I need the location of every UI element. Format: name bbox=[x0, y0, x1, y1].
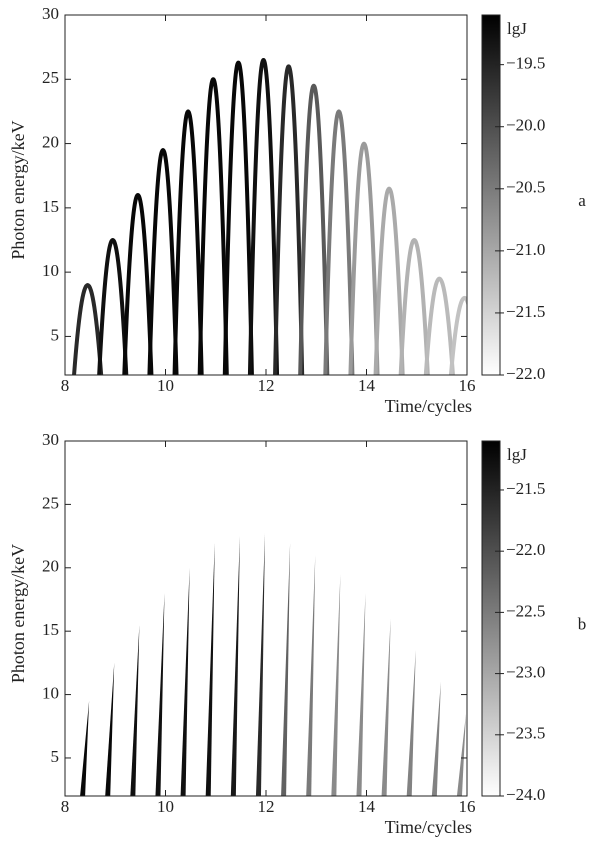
arch bbox=[222, 60, 254, 375]
colorbar-tick-label: −24.0 bbox=[506, 785, 545, 804]
y-tick-label: 15 bbox=[42, 620, 59, 639]
colorbar-tick-label: −23.5 bbox=[506, 724, 545, 743]
streak bbox=[406, 650, 416, 796]
x-tick-label: 10 bbox=[157, 797, 174, 816]
arch bbox=[197, 77, 229, 375]
y-tick-label: 30 bbox=[42, 4, 59, 23]
streak bbox=[80, 700, 90, 796]
colorbar bbox=[481, 14, 501, 376]
y-axis-label: Photon energy/keV bbox=[8, 544, 28, 683]
x-tick-label: 8 bbox=[61, 797, 70, 816]
y-tick-label: 25 bbox=[42, 68, 59, 87]
panel-label: b bbox=[578, 614, 587, 633]
arch bbox=[348, 141, 380, 375]
colorbar-tick-label: −22.0 bbox=[506, 540, 545, 559]
arch bbox=[172, 109, 204, 375]
y-tick-label: 20 bbox=[42, 132, 59, 151]
y-tick-label: 10 bbox=[42, 261, 59, 280]
streak bbox=[255, 533, 265, 796]
colorbar-tick-label: −20.5 bbox=[506, 178, 545, 197]
arch bbox=[122, 193, 154, 375]
x-tick-label: 14 bbox=[358, 797, 376, 816]
marks bbox=[72, 58, 467, 375]
streak bbox=[356, 593, 366, 796]
x-tick-label: 12 bbox=[258, 376, 275, 395]
colorbar-tick-label: −21.5 bbox=[506, 302, 545, 321]
colorbar-tick-label: −20.0 bbox=[506, 116, 545, 135]
x-tick-label: 14 bbox=[358, 376, 376, 395]
colorbar-tick-label: −21.5 bbox=[506, 479, 545, 498]
y-tick-label: 25 bbox=[42, 493, 59, 512]
axes-frame bbox=[64, 440, 468, 797]
streak bbox=[456, 713, 466, 796]
arch bbox=[72, 283, 104, 375]
x-tick-label: 16 bbox=[459, 797, 476, 816]
streak bbox=[155, 593, 165, 796]
y-tick-label: 5 bbox=[51, 325, 60, 344]
colorbar-tick-label: −22.5 bbox=[506, 601, 545, 620]
colorbar bbox=[481, 440, 501, 797]
x-tick-label: 12 bbox=[258, 797, 275, 816]
x-axis-label: Time/cycles bbox=[385, 817, 472, 837]
streak bbox=[180, 567, 190, 796]
streak bbox=[281, 542, 291, 796]
arch bbox=[423, 276, 455, 375]
streak bbox=[331, 574, 341, 796]
y-tick-label: 30 bbox=[42, 430, 59, 449]
streak bbox=[205, 542, 215, 796]
arch bbox=[273, 64, 305, 375]
colorbar-tick-label: −22.0 bbox=[506, 364, 545, 383]
x-axis-label: Time/cycles bbox=[385, 396, 472, 416]
colorbar-label: lgJ bbox=[507, 445, 527, 464]
colorbar-tick-label: −21.0 bbox=[506, 240, 545, 259]
arch bbox=[398, 238, 430, 375]
arch bbox=[147, 148, 179, 375]
streak bbox=[105, 662, 115, 796]
arch bbox=[247, 58, 280, 375]
arch bbox=[298, 83, 330, 375]
arch bbox=[373, 186, 405, 375]
marks bbox=[80, 533, 466, 796]
streak bbox=[431, 681, 441, 796]
plot-area: 8 10 12 14 16 5 10 15 20 25 30 Time/cycles Photon en… bbox=[8, 430, 586, 837]
colorbar-tick-label: −19.5 bbox=[506, 54, 545, 73]
y-tick-label: 5 bbox=[51, 747, 60, 766]
y-tick-label: 10 bbox=[42, 683, 59, 702]
y-tick-label: 20 bbox=[42, 557, 59, 576]
plot-area: 8 10 12 14 16 5 10 15 20 25 30 Time/cycles Photon en… bbox=[8, 4, 586, 416]
colorbar-label: lgJ bbox=[507, 19, 527, 38]
arch bbox=[97, 238, 129, 375]
arch bbox=[323, 109, 355, 375]
x-tick-label: 16 bbox=[459, 376, 476, 395]
streak bbox=[381, 618, 391, 796]
x-tick-label: 10 bbox=[157, 376, 174, 395]
streak bbox=[306, 555, 316, 796]
y-tick-label: 15 bbox=[42, 197, 59, 216]
streak bbox=[130, 624, 140, 796]
panel-label: a bbox=[578, 191, 586, 210]
arch bbox=[448, 296, 467, 375]
colorbar-tick-label: −23.0 bbox=[506, 662, 545, 681]
y-axis-label: Photon energy/keV bbox=[8, 120, 28, 259]
x-tick-label: 8 bbox=[61, 376, 70, 395]
streak bbox=[230, 536, 240, 796]
